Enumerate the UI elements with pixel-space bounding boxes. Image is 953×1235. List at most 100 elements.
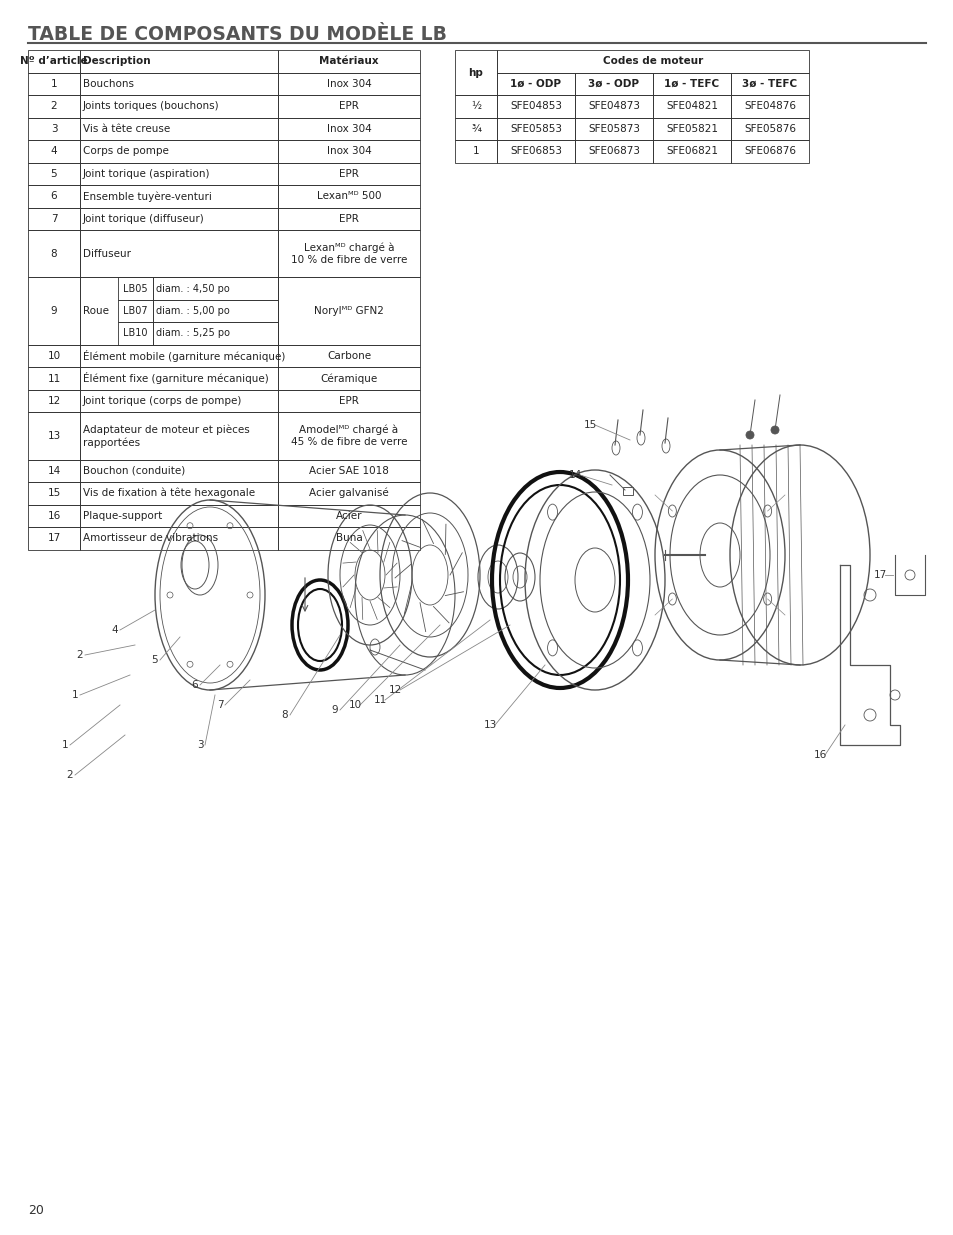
Text: 17: 17	[48, 534, 61, 543]
Text: SFE05876: SFE05876	[743, 124, 795, 133]
Bar	[28, 367, 80, 390]
Bar	[28, 49, 80, 73]
Bar	[277, 527, 419, 550]
Bar	[28, 482, 80, 505]
Bar	[28, 459, 80, 482]
Text: Amortisseur de vibrations: Amortisseur de vibrations	[83, 534, 218, 543]
Bar	[277, 49, 419, 73]
Text: 5: 5	[152, 655, 158, 664]
Text: SFE04821: SFE04821	[665, 101, 718, 111]
Text: diam. : 4,50 po: diam. : 4,50 po	[156, 284, 230, 294]
Bar	[497, 49, 808, 73]
Text: 11: 11	[48, 373, 61, 384]
Text: Corps de pompe: Corps de pompe	[83, 146, 169, 157]
Text: EPR: EPR	[338, 396, 358, 406]
Bar	[118, 322, 152, 345]
Text: 15: 15	[48, 488, 61, 498]
Bar	[497, 73, 575, 95]
Bar	[575, 117, 652, 140]
Bar	[455, 49, 497, 95]
Text: Description: Description	[83, 57, 151, 67]
Text: 7: 7	[51, 214, 57, 224]
Bar	[277, 412, 419, 459]
Bar	[80, 505, 277, 527]
Bar	[277, 73, 419, 95]
Text: SFE05821: SFE05821	[665, 124, 718, 133]
Bar	[28, 527, 80, 550]
Text: 12: 12	[388, 685, 401, 695]
Bar	[730, 140, 808, 163]
Text: 12: 12	[48, 396, 61, 406]
Bar	[80, 345, 277, 367]
Bar	[730, 95, 808, 117]
Text: SFE06873: SFE06873	[587, 146, 639, 157]
Text: 4: 4	[112, 625, 118, 635]
Text: 1: 1	[51, 79, 57, 89]
Bar	[652, 95, 730, 117]
Text: 3: 3	[196, 740, 203, 750]
Text: 7: 7	[216, 700, 223, 710]
Text: Codes de moteur: Codes de moteur	[602, 57, 702, 67]
Bar	[28, 345, 80, 367]
Text: Bouchon (conduite): Bouchon (conduite)	[83, 466, 185, 475]
Text: Carbone: Carbone	[327, 351, 371, 361]
Bar	[28, 95, 80, 117]
Text: 13: 13	[48, 431, 61, 441]
Text: Matériaux: Matériaux	[319, 57, 378, 67]
Text: 10: 10	[48, 351, 60, 361]
Text: Diffuseur: Diffuseur	[83, 248, 131, 258]
Text: Norylᴹᴰ GFN2: Norylᴹᴰ GFN2	[314, 306, 383, 316]
Bar	[80, 140, 277, 163]
Text: EPR: EPR	[338, 101, 358, 111]
Text: Adaptateur de moteur et pièces
rapportées: Adaptateur de moteur et pièces rapportée…	[83, 424, 250, 447]
Bar	[497, 95, 575, 117]
Bar	[730, 117, 808, 140]
Text: Buna: Buna	[335, 534, 362, 543]
Text: 15: 15	[583, 420, 596, 430]
Text: 3: 3	[51, 124, 57, 133]
Bar	[80, 390, 277, 412]
Bar	[277, 390, 419, 412]
Text: diam. : 5,25 po: diam. : 5,25 po	[156, 329, 230, 338]
Text: 3ø - ODP: 3ø - ODP	[588, 79, 639, 89]
Bar	[575, 73, 652, 95]
Text: Nº d’article: Nº d’article	[20, 57, 88, 67]
Text: Inox 304: Inox 304	[326, 146, 371, 157]
Text: 13: 13	[483, 720, 497, 730]
Bar	[652, 140, 730, 163]
Bar	[28, 230, 80, 277]
Text: 1: 1	[472, 146, 478, 157]
Bar	[652, 73, 730, 95]
Text: LB07: LB07	[123, 306, 148, 316]
Text: 14: 14	[568, 471, 581, 480]
Text: Lexanᴹᴰ 500: Lexanᴹᴰ 500	[316, 191, 381, 201]
Bar	[277, 505, 419, 527]
Text: 1: 1	[71, 690, 78, 700]
Text: 9: 9	[332, 705, 338, 715]
Bar	[80, 95, 277, 117]
Text: Inox 304: Inox 304	[326, 79, 371, 89]
Bar	[575, 95, 652, 117]
Bar	[28, 277, 80, 345]
Bar	[80, 207, 277, 230]
Text: 11: 11	[373, 695, 386, 705]
Bar	[80, 367, 277, 390]
Text: SFE04876: SFE04876	[743, 101, 795, 111]
Text: Bouchons: Bouchons	[83, 79, 133, 89]
Bar	[80, 117, 277, 140]
Text: ½: ½	[471, 101, 480, 111]
Bar	[277, 482, 419, 505]
Text: Acier: Acier	[335, 511, 362, 521]
Bar	[497, 117, 575, 140]
Text: 20: 20	[28, 1204, 44, 1216]
Ellipse shape	[770, 426, 779, 433]
Bar	[277, 117, 419, 140]
Text: EPR: EPR	[338, 169, 358, 179]
Text: 17: 17	[872, 571, 885, 580]
Bar	[80, 482, 277, 505]
Text: 6: 6	[51, 191, 57, 201]
Bar	[575, 140, 652, 163]
Text: Roue: Roue	[83, 306, 109, 316]
Bar	[277, 230, 419, 277]
Bar	[80, 185, 277, 207]
